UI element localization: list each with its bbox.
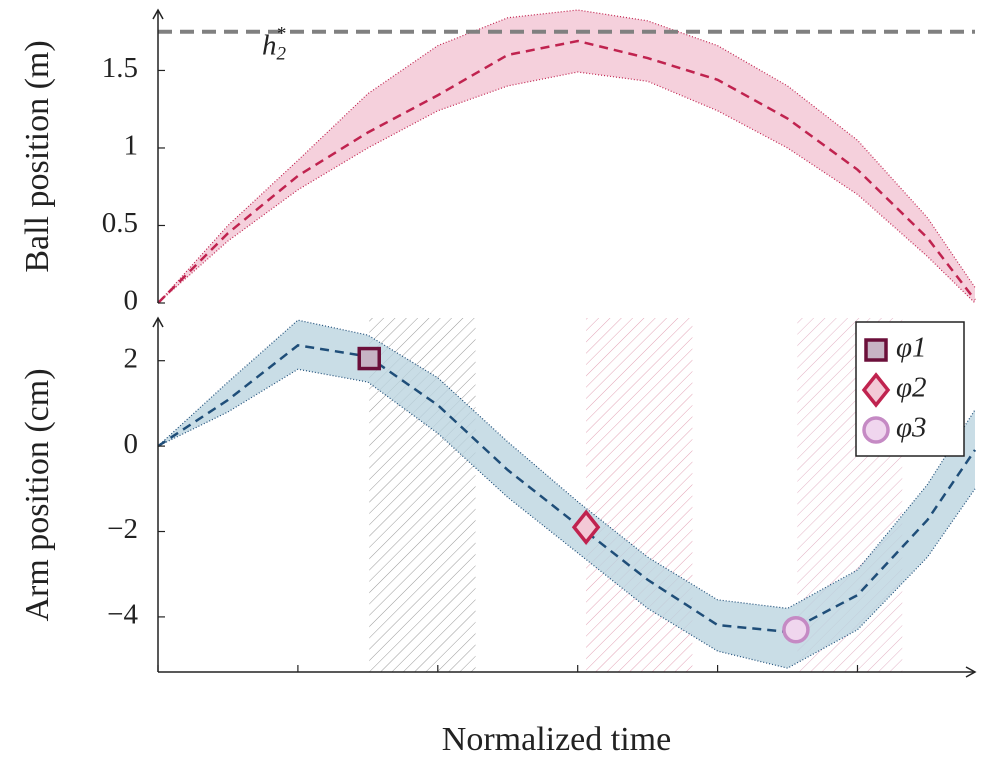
y-axis-arrow: [152, 316, 164, 328]
x-axis-label: Normalized time: [442, 721, 671, 758]
legend-symbol: [864, 338, 888, 362]
band-edge: [157, 368, 976, 669]
band-edge: [157, 71, 976, 304]
y-axis-label: Arm position (cm): [19, 368, 56, 621]
y-tick-label: 2: [124, 342, 139, 374]
reference-label-base: h: [262, 29, 277, 61]
reference-label-sup: *: [276, 24, 286, 45]
legend-symbol: [862, 416, 890, 444]
y-axis-label: Ball position (m): [19, 40, 56, 272]
reference-label-sub: 2: [277, 44, 287, 65]
y-tick-label: 0: [124, 285, 139, 317]
mean-line: [157, 39, 976, 304]
legend-label: φ3: [896, 412, 927, 444]
legend-label: φ2: [896, 372, 927, 404]
y-tick-label: 0.5: [102, 207, 138, 239]
marker: [357, 346, 381, 371]
y-tick-label: −2: [107, 513, 138, 545]
y-axis-arrow: [152, 8, 164, 20]
marker: [571, 509, 601, 546]
band: [158, 10, 975, 303]
y-tick-label: 0: [124, 428, 139, 460]
y-tick-label: −4: [107, 599, 138, 631]
y-tick-label: 1: [124, 130, 139, 162]
band-edge: [157, 319, 976, 609]
marker: [782, 615, 810, 644]
x-axis-arrow: [965, 666, 977, 678]
legend-label: φ1: [896, 332, 927, 364]
legend: φ1 φ2 φ3: [855, 321, 965, 457]
reference-label: h2*: [262, 24, 287, 65]
y-tick-label: 1.5: [102, 52, 138, 84]
band: [158, 320, 975, 669]
legend-symbol: [861, 372, 891, 408]
